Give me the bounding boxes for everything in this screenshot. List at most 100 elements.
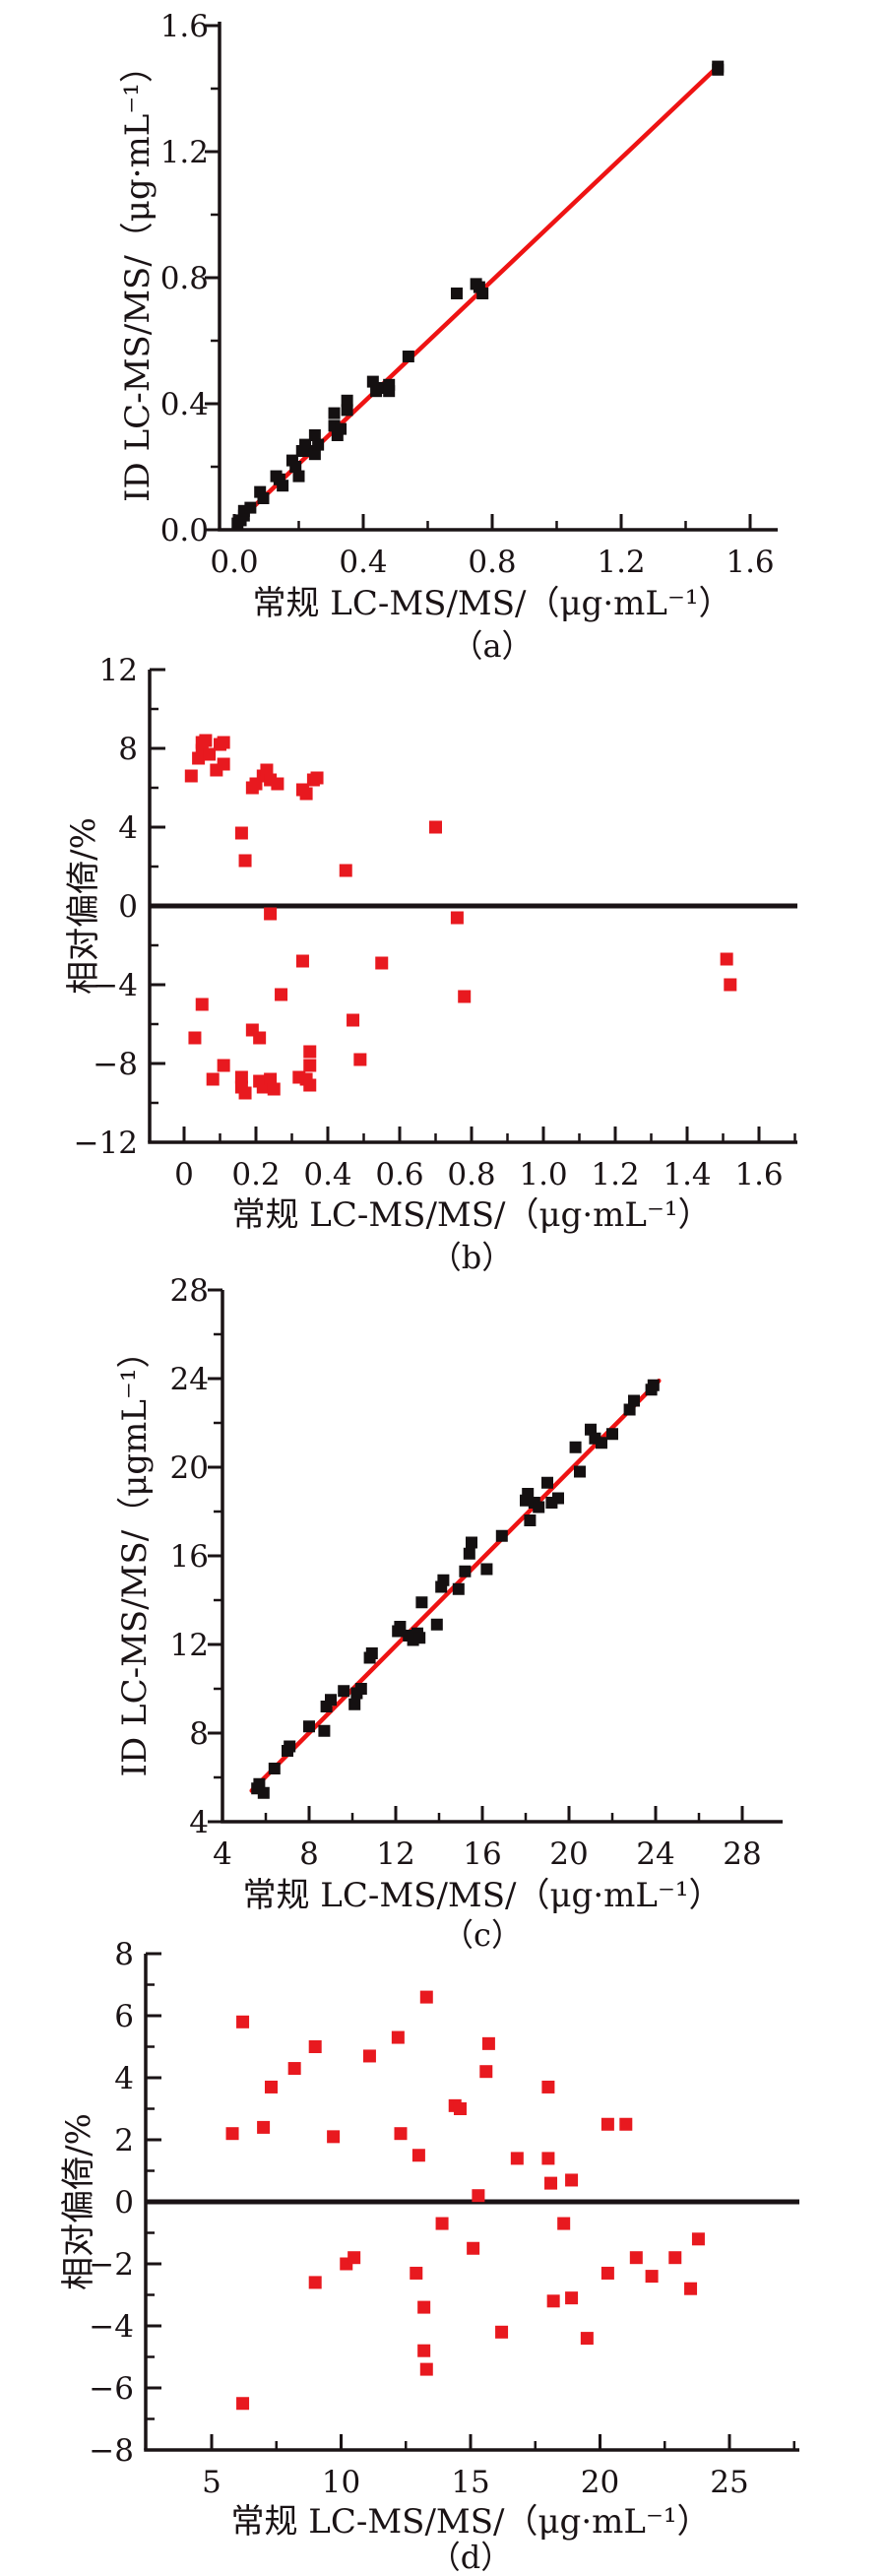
data-point [565,2291,579,2305]
panel-c-x-axis-title: 常规 LC-MS/MS/（μg·mL⁻¹） [242,1876,723,1915]
data-point [435,2217,449,2230]
x-tick-label: 20 [581,2465,619,2500]
data-point [244,501,257,514]
data-point [394,2127,408,2141]
x-tick-label: 25 [710,2465,748,2500]
panel-d-plot: 5 10 15 20 25 −8 −6 −4 −2 0 2 4 6 8 [89,1937,799,2500]
panel-d-x-axis-title: 常规 LC-MS/MS/（μg·mL⁻¹） [230,2502,711,2542]
panel-a-y-axis-title: ID LC-MS/MS/（μg·mL⁻¹） [118,49,158,502]
data-point [299,787,313,801]
data-point [645,2270,659,2284]
data-point [284,1740,296,1753]
panel-c-caption: （c） [442,1916,523,1954]
x-tick-label: 5 [202,2465,221,2500]
y-tick-label: 1.2 [160,135,209,170]
data-point [303,1059,317,1072]
x-tick-label: 1.6 [726,545,774,580]
y-tick-label: −2 [89,2247,134,2283]
data-point [308,448,321,461]
data-point [459,1565,472,1578]
x-tick-label: 4 [213,1836,232,1872]
x-tick-label: 10 [322,2465,360,2500]
data-point [472,2189,485,2203]
data-point [437,1574,450,1586]
panel-b-x-axis-title: 常规 LC-MS/MS/（μg·mL⁻¹） [231,1195,712,1235]
panel-a-plot: 0.0 0.4 0.8 1.2 1.6 0.0 0.4 0.8 1.2 1.6 [160,9,778,580]
data-point [217,736,230,749]
data-point [601,2266,614,2280]
data-point [410,2266,423,2280]
data-point [419,1990,433,2004]
data-point [234,1070,248,1084]
x-tick-label: 0 [174,1157,194,1192]
data-point [287,2062,301,2076]
data-point [606,1428,618,1441]
y-tick-label: 2 [114,2123,134,2158]
data-point [596,1437,607,1449]
data-point [453,2102,467,2115]
data-point [510,2152,524,2165]
data-point [544,2176,558,2190]
data-point [234,826,248,840]
data-point [419,2362,433,2376]
y-tick-label: 4 [118,810,138,846]
data-point [684,2282,698,2295]
data-point [188,1031,202,1045]
data-point [481,2036,495,2050]
x-tick-label: 0.8 [468,545,516,580]
data-point [541,2152,555,2165]
data-point [318,1724,331,1737]
data-point [628,1394,640,1407]
data-point [257,1786,270,1799]
data-point [325,1694,337,1707]
data-point [691,2232,705,2246]
y-tick-label: 4 [114,2061,134,2096]
data-point [546,2294,560,2308]
data-point [354,1683,367,1695]
data-point [417,2344,431,2357]
data-point [341,404,353,417]
data-point [328,407,341,419]
y-tick-label: −4 [89,2309,134,2345]
x-tick-label: 1.2 [591,1157,639,1192]
panel-d-caption: （d） [428,2539,513,2576]
data-point [668,2251,682,2265]
panel-b-plot: 0 0.2 0.4 0.6 0.8 1.0 1.2 1.4 1.6 −12 −8 −4 0 4 8 12 [74,653,797,1192]
data-point [225,2127,239,2141]
x-tick-label: 15 [451,2465,489,2500]
data-point [580,2332,594,2346]
y-tick-label: 0.0 [160,513,209,548]
panel-a-caption: （a） [451,627,534,665]
y-tick-label: −6 [89,2371,134,2407]
data-point [712,60,725,73]
data-point [720,952,733,966]
data-point [295,954,309,968]
data-point [338,1685,350,1698]
x-tick-label: 1.6 [734,1157,783,1192]
x-tick-label: 1.0 [519,1157,567,1192]
data-point [236,2397,250,2411]
y-tick-label: 0 [118,889,138,925]
data-point [480,1563,493,1576]
data-point [203,747,217,761]
data-point [267,1082,281,1096]
data-point [479,2065,493,2079]
data-point [353,1053,367,1066]
data-point [533,1501,545,1513]
data-point [303,1720,315,1733]
y-tick-label: −4 [93,968,138,1003]
y-tick-label: 28 [170,1273,209,1309]
data-point [268,1763,281,1774]
data-point [217,1059,230,1072]
data-point [199,734,213,747]
data-point [541,2080,555,2093]
y-tick-label: 1.6 [160,9,209,44]
data-point [524,1514,537,1526]
data-point [308,2040,322,2053]
data-point [303,1078,317,1092]
data-point [365,1647,378,1659]
data-point [184,769,198,783]
data-point [366,375,379,388]
x-tick-label: 0.8 [447,1157,495,1192]
